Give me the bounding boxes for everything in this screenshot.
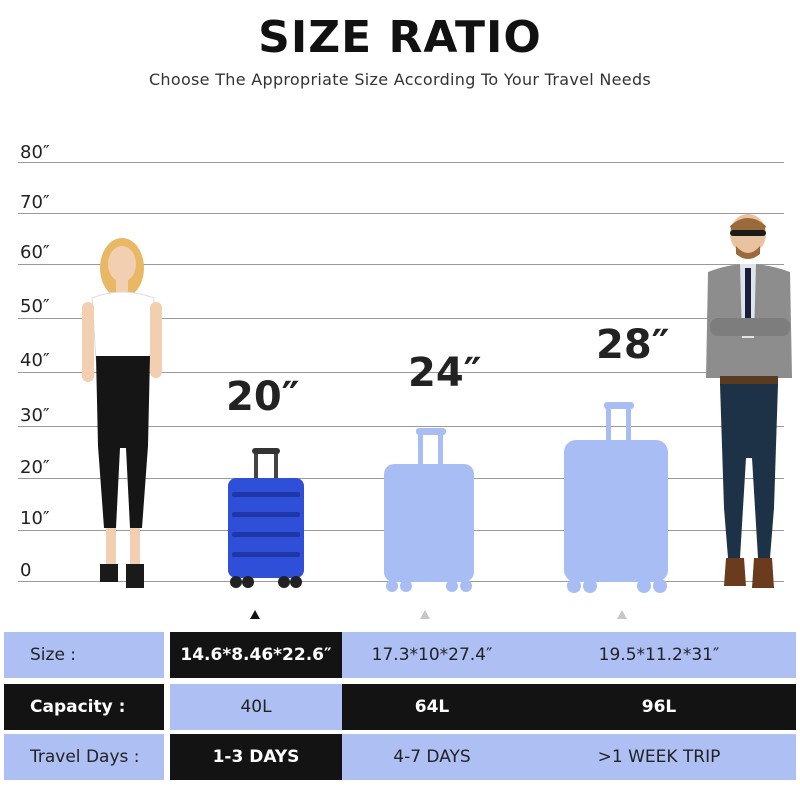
spec-row-capacity: Capacity : 40L 64L 96L [4,684,796,730]
scale-line-60 [18,264,784,265]
size-label-20: 20″ [226,374,300,420]
spec-size-20: 14.6*8.46*22.6″ [170,632,342,678]
selected-marker-icon [250,610,260,619]
scale-label: 80″ [20,142,50,163]
scale-label: 50″ [20,296,50,317]
spec-days-24: 4-7 DAYS [342,734,522,780]
size-label-24: 24″ [408,350,482,396]
spec-size-24: 17.3*10*27.4″ [342,632,522,678]
spec-label-size: Size : [4,632,164,678]
page-title: SIZE RATIO [258,12,542,63]
spec-capacity-28: 96L [522,684,796,730]
spec-label-capacity: Capacity : [4,684,164,730]
scale-line-40 [18,372,784,373]
scale-label: 30″ [20,405,50,426]
spec-row-travel-days: Travel Days : 1-3 DAYS 4-7 DAYS >1 WEEK … [4,734,796,780]
spec-capacity-24: 64L [342,684,522,730]
scale-line-50 [18,318,784,319]
spec-size-28: 19.5*11.2*31″ [522,632,796,678]
unselected-marker-icon [617,610,627,619]
size-label-28: 28″ [596,322,670,368]
spec-days-20: 1-3 DAYS [170,734,342,780]
scale-line-30 [18,426,784,427]
unselected-marker-icon [420,610,430,619]
scale-label: 60″ [20,242,50,263]
page-subtitle: Choose The Appropriate Size According To… [148,70,652,89]
scale-line-70 [18,213,784,214]
suitcase-20-icon [228,448,304,588]
spec-days-28: >1 WEEK TRIP [522,734,796,780]
spec-capacity-20: 40L [170,684,342,730]
suitcase-24-icon [384,428,474,592]
suitcase-28-icon [564,402,668,593]
man-figure-icon [706,214,792,588]
scale-label: 70″ [20,192,50,213]
size-chart: 80″ 70″ 60″ 50″ 40″ 30″ 20″ 10″ 0 20″ 24… [18,142,792,593]
scale-label: 40″ [20,350,50,371]
woman-figure-icon [82,238,162,588]
scale-line-80 [18,162,784,163]
scale-label: 0 [20,560,32,581]
spec-row-size: Size : 14.6*8.46*22.6″ 17.3*10*27.4″ 19.… [4,632,796,678]
spec-label-travel-days: Travel Days : [4,734,164,780]
scale-label: 10″ [20,508,50,529]
scale-label: 20″ [20,457,50,478]
